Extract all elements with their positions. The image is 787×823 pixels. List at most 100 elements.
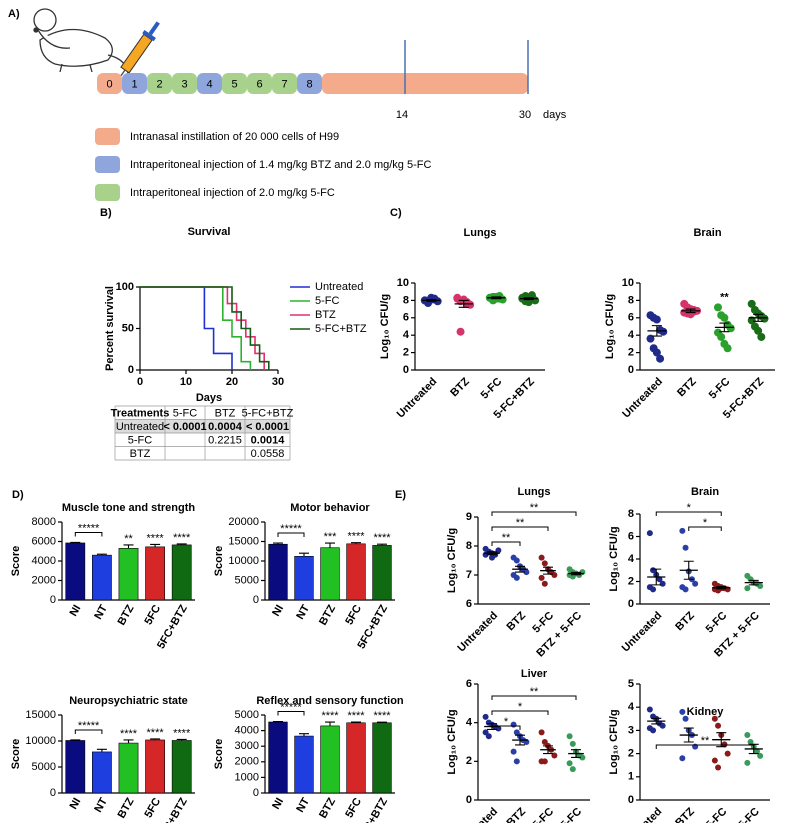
x-tick-label: BTZ bbox=[317, 796, 338, 821]
survival-curve bbox=[140, 286, 270, 370]
data-point bbox=[682, 544, 689, 551]
y-tick-label: 6 bbox=[466, 678, 472, 690]
data-point bbox=[757, 332, 766, 341]
error-bar bbox=[325, 542, 335, 548]
data-point bbox=[650, 727, 657, 734]
data-point bbox=[513, 758, 520, 765]
y-tick-label: 5 bbox=[628, 678, 634, 690]
chart-title: Lungs bbox=[518, 486, 551, 498]
data-point bbox=[757, 583, 764, 589]
data-point bbox=[682, 715, 689, 722]
panel-label: D) bbox=[12, 489, 24, 501]
y-tick-label: 5000 bbox=[235, 574, 259, 586]
chart-title: Kidney bbox=[687, 706, 725, 718]
y-tick-label: 5000 bbox=[32, 761, 56, 773]
y-tick-label: 3 bbox=[628, 724, 634, 736]
legend-text: Intraperitoneal injection of 1.4 mg/kg B… bbox=[130, 159, 431, 171]
y-tick-label: 2 bbox=[403, 347, 409, 359]
sem-bar bbox=[753, 313, 764, 322]
data-point bbox=[754, 326, 763, 335]
x-tick-label: Untreated bbox=[455, 806, 500, 823]
y-tick-label: 4000 bbox=[32, 555, 56, 567]
y-tick-label: 4000 bbox=[235, 725, 259, 737]
sem-bar bbox=[716, 586, 727, 590]
table-cell: < 0.0001 bbox=[163, 421, 206, 433]
y-tick-label: 8 bbox=[628, 508, 634, 520]
data-point bbox=[510, 748, 517, 755]
significance-bracket bbox=[491, 541, 521, 546]
table-cell: < 0.0001 bbox=[246, 421, 289, 433]
y-tick-label: 6000 bbox=[32, 535, 56, 547]
significance-bracket bbox=[491, 511, 577, 516]
y-axis-label: Score bbox=[10, 546, 22, 577]
bar bbox=[65, 740, 86, 794]
data-point bbox=[485, 733, 492, 740]
y-axis-label: Score bbox=[213, 546, 225, 577]
timeline-box bbox=[197, 73, 222, 94]
data-point bbox=[538, 554, 545, 561]
table-header: BTZ bbox=[215, 408, 236, 420]
legend-swatch bbox=[95, 184, 120, 201]
significance-bracket bbox=[491, 710, 549, 715]
x-tick-label: 10 bbox=[180, 376, 192, 388]
bar bbox=[145, 546, 165, 601]
x-tick-label: 0 bbox=[137, 376, 143, 388]
y-tick-label: 3000 bbox=[235, 740, 259, 752]
timeline-day: 5 bbox=[231, 78, 237, 90]
bar bbox=[145, 739, 165, 794]
data-point bbox=[456, 327, 465, 336]
y-tick-label: 2 bbox=[466, 755, 472, 767]
y-tick-label: 0 bbox=[628, 364, 634, 376]
legend-text: Intraperitoneal injection of 2.0 mg/kg 5… bbox=[130, 187, 335, 199]
error-bar bbox=[96, 748, 107, 752]
significance-label: ** bbox=[720, 291, 729, 303]
data-point bbox=[692, 580, 699, 587]
timeline-day: 6 bbox=[256, 78, 262, 90]
data-point bbox=[566, 733, 573, 740]
survival-curve bbox=[140, 286, 252, 370]
data-point bbox=[679, 527, 686, 534]
timeline-box bbox=[172, 73, 197, 94]
x-tick-label: 5FC+BTZ bbox=[355, 796, 390, 823]
significance-label: ** bbox=[701, 735, 710, 747]
significance-bracket bbox=[277, 532, 305, 538]
x-tick-label: NI bbox=[270, 796, 286, 812]
bar bbox=[320, 725, 340, 794]
y-axis-label: Log₁₀ CFU/g bbox=[604, 294, 616, 359]
chart-title: Lungs bbox=[464, 227, 497, 239]
chart-title: Brain bbox=[691, 486, 719, 498]
data-point bbox=[744, 585, 751, 592]
legend-swatch bbox=[95, 128, 120, 145]
significance-bracket bbox=[491, 695, 577, 700]
x-tick-label: 5FC bbox=[142, 796, 163, 820]
significance-label: **** bbox=[321, 710, 339, 722]
error-bar bbox=[123, 544, 134, 549]
y-tick-label: 4 bbox=[628, 701, 635, 713]
y-tick-label: 6 bbox=[628, 312, 634, 324]
data-point bbox=[569, 766, 576, 773]
chart-title: Muscle tone and strength bbox=[62, 502, 196, 514]
error-bar bbox=[299, 733, 309, 737]
data-point bbox=[652, 348, 661, 357]
x-tick-label: 5-FC bbox=[530, 610, 556, 636]
error-bar bbox=[377, 721, 387, 723]
bar bbox=[118, 548, 139, 601]
data-point bbox=[747, 739, 754, 745]
x-tick-label: BTZ bbox=[673, 805, 697, 823]
bar bbox=[372, 545, 392, 601]
data-point bbox=[646, 530, 653, 537]
significance-label: ***** bbox=[78, 720, 100, 732]
x-tick-label: Untreated bbox=[620, 610, 665, 655]
x-tick-label: Untreated bbox=[620, 806, 665, 823]
table-header: Treatments bbox=[111, 408, 170, 420]
error-bar bbox=[150, 738, 161, 740]
y-tick-label: 10 bbox=[397, 277, 409, 289]
error-bar bbox=[123, 739, 134, 744]
bar bbox=[118, 742, 139, 794]
data-point bbox=[744, 759, 751, 766]
bar bbox=[171, 740, 192, 794]
x-tick-label: BTZ bbox=[448, 375, 472, 399]
bar bbox=[346, 543, 366, 601]
data-point bbox=[656, 576, 663, 583]
